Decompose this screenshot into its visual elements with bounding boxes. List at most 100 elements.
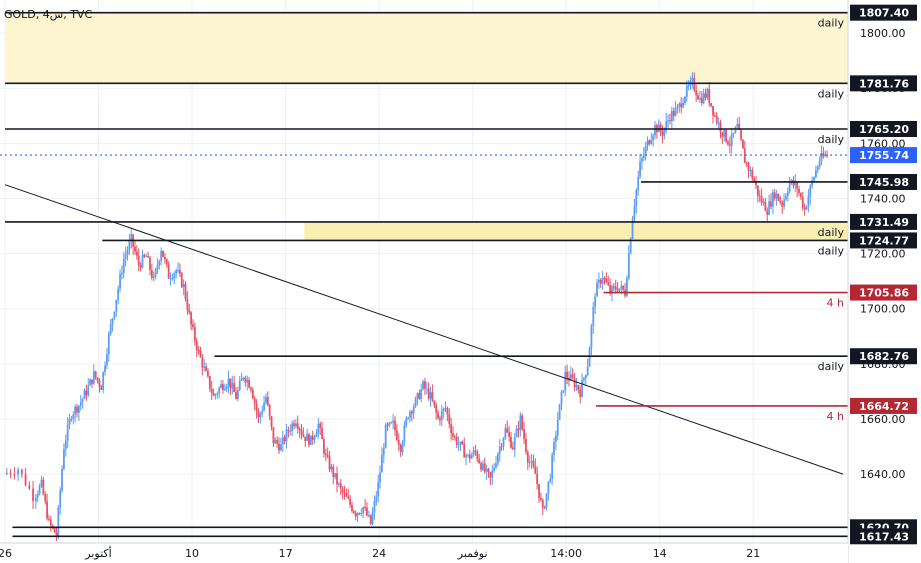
candle-body	[455, 436, 458, 445]
price-label-box: 1664.72	[850, 397, 917, 414]
candle-body	[201, 357, 204, 368]
candle-body	[427, 388, 430, 399]
y-tick-label: 1740.00	[860, 192, 906, 205]
candle-body	[444, 407, 447, 409]
candle-body	[98, 380, 101, 387]
candle-body	[612, 286, 615, 288]
candle-body	[525, 439, 527, 452]
candle-body	[790, 179, 793, 182]
candle-body	[513, 437, 516, 450]
candle-body	[122, 259, 125, 273]
x-tick-label: 24	[372, 547, 386, 560]
candle-body	[639, 161, 641, 177]
candle-body	[822, 153, 825, 157]
candle-body	[40, 479, 43, 486]
candle-body	[38, 485, 41, 495]
candle-body	[49, 519, 52, 526]
candle-body	[583, 378, 585, 381]
y-tick-label: 1720.00	[860, 248, 906, 261]
candle-body	[700, 98, 703, 104]
candle-body	[388, 422, 391, 426]
level-tag: 4 h	[827, 410, 844, 423]
level-tag: daily	[818, 360, 845, 373]
candle-body	[274, 439, 277, 444]
candle-body	[180, 273, 183, 288]
candle-body	[803, 207, 806, 210]
candle-body	[659, 124, 662, 132]
candle-body	[678, 103, 681, 107]
candle-body	[291, 423, 294, 431]
price-label-bg	[850, 348, 917, 365]
candle-body	[474, 450, 477, 452]
symbol-label[interactable]: GOLD, 4س, TVC	[4, 8, 93, 21]
candle-body	[706, 89, 709, 98]
candle-body	[238, 380, 241, 390]
candle-body	[317, 423, 320, 434]
candle-body	[669, 120, 671, 122]
candle-body	[223, 388, 226, 391]
candle-body	[341, 488, 344, 493]
candle-body	[506, 428, 509, 433]
candle-body	[28, 485, 31, 489]
candle-body	[788, 181, 791, 192]
candle-body	[193, 327, 196, 341]
candle-body	[336, 473, 338, 485]
candle-body	[135, 251, 138, 256]
candle-body	[472, 450, 475, 455]
candle-body	[646, 140, 649, 147]
candle-body	[725, 129, 727, 142]
candle-body	[755, 182, 757, 186]
candle-body	[523, 429, 525, 440]
candle-body	[321, 427, 323, 440]
x-tick-label: نوفمبر	[457, 547, 488, 560]
price-label: 1745.98	[859, 176, 909, 189]
candle-body	[324, 453, 327, 455]
candle-body	[337, 483, 340, 485]
candle-body	[753, 178, 756, 183]
price-label: 1664.72	[859, 400, 909, 413]
candle-body	[553, 442, 555, 456]
candle-body	[738, 123, 741, 130]
candle-body	[687, 85, 690, 87]
candle-body	[46, 501, 48, 519]
candle-body	[798, 188, 800, 194]
candle-body	[332, 466, 335, 477]
candle-body	[266, 396, 269, 405]
x-tick-label: 10	[185, 547, 199, 560]
candle-body	[394, 420, 396, 431]
candle-body	[770, 201, 772, 207]
candle-body	[588, 348, 591, 367]
candle-body	[339, 483, 342, 489]
candle-body	[807, 196, 810, 207]
candle-body	[496, 453, 499, 464]
candle-body	[816, 166, 819, 171]
candle-body	[158, 260, 161, 266]
candle-body	[579, 390, 582, 397]
current-price-label: 1755.74	[859, 149, 909, 162]
candle-body	[534, 466, 537, 474]
candle-body	[521, 415, 524, 430]
candle-body	[811, 180, 814, 186]
candle-body	[178, 269, 181, 274]
candle-body	[366, 507, 368, 516]
candle-body	[242, 377, 245, 379]
candle-body	[188, 309, 191, 313]
candle-body	[459, 441, 462, 445]
candle-body	[751, 169, 754, 179]
candle-body	[480, 462, 482, 470]
candle-body	[556, 419, 559, 436]
candle-body	[558, 404, 561, 420]
candle-body	[184, 284, 187, 299]
candle-body	[285, 429, 288, 442]
candle-body	[216, 393, 219, 395]
candle-body	[259, 413, 262, 418]
candle-body	[779, 200, 782, 203]
candle-body	[478, 459, 481, 463]
candle-body	[489, 472, 492, 478]
candle-body	[210, 388, 213, 394]
candle-body	[59, 490, 62, 508]
candle-body	[564, 371, 567, 391]
candle-body	[760, 196, 763, 203]
